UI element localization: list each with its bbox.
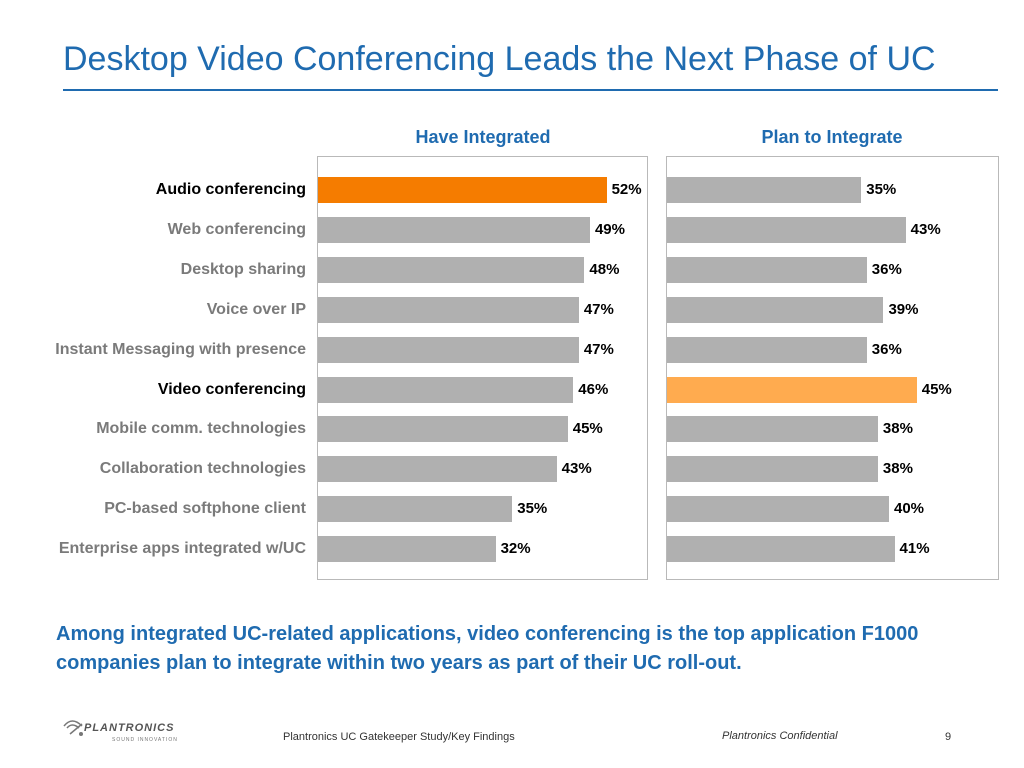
summary-text: Among integrated UC-related applications… bbox=[56, 623, 919, 674]
panel-title-have-integrated: Have Integrated bbox=[415, 127, 551, 147]
data-label: 45% bbox=[921, 380, 952, 398]
data-label: 40% bbox=[894, 500, 925, 518]
data-label: 38% bbox=[882, 460, 913, 478]
data-label: 45% bbox=[572, 420, 603, 438]
bar bbox=[667, 177, 862, 203]
category-label: Audio conferencing bbox=[155, 181, 306, 198]
bar bbox=[667, 536, 895, 563]
data-label: 47% bbox=[583, 340, 614, 358]
data-label: 43% bbox=[910, 220, 941, 238]
bar bbox=[667, 336, 867, 363]
bar bbox=[318, 296, 579, 323]
category-label: PC-based softphone client bbox=[104, 500, 306, 518]
data-label: 39% bbox=[888, 300, 919, 318]
data-label: 41% bbox=[899, 540, 930, 558]
category-label: Desktop sharing bbox=[180, 260, 306, 278]
logo-tagline: SOUND INNOVATION bbox=[112, 737, 178, 743]
category-label: Voice over IP bbox=[206, 300, 306, 318]
plantronics-logo bbox=[63, 720, 83, 736]
data-label: 35% bbox=[517, 500, 548, 518]
category-label: Collaboration technologies bbox=[99, 460, 306, 478]
data-label: 32% bbox=[500, 540, 531, 558]
panel-title-plan-to-integrate: Plan to Integrate bbox=[761, 127, 903, 147]
category-label: Mobile comm. technologies bbox=[96, 420, 306, 438]
bar bbox=[667, 296, 884, 323]
data-label: 47% bbox=[583, 300, 614, 318]
data-label: 46% bbox=[578, 380, 609, 398]
data-label: 49% bbox=[594, 220, 625, 238]
bar bbox=[318, 456, 557, 483]
category-label: Instant Messaging with presence bbox=[55, 340, 306, 358]
data-label: 48% bbox=[589, 260, 620, 278]
bar bbox=[667, 256, 867, 283]
bar bbox=[318, 256, 585, 283]
footer-source: Plantronics UC Gatekeeper Study/Key Find… bbox=[283, 731, 515, 743]
data-label: 38% bbox=[882, 420, 913, 438]
bar bbox=[318, 536, 496, 563]
bar bbox=[318, 336, 579, 363]
logo-text: PLANTRONICS bbox=[84, 722, 175, 734]
bar bbox=[318, 496, 513, 523]
bar bbox=[667, 216, 906, 243]
data-label: 36% bbox=[871, 340, 902, 358]
bar bbox=[318, 216, 590, 243]
page-number: 9 bbox=[945, 731, 952, 743]
bar bbox=[667, 416, 878, 443]
footer-confidential: Plantronics Confidential bbox=[722, 730, 838, 742]
data-label: 35% bbox=[866, 181, 897, 198]
data-label: 36% bbox=[871, 260, 902, 278]
slide-title: Desktop Video Conferencing Leads the Nex… bbox=[63, 40, 936, 78]
bar bbox=[318, 376, 574, 403]
data-label: 52% bbox=[611, 181, 642, 198]
category-label: Video conferencing bbox=[157, 380, 306, 398]
bar bbox=[318, 177, 607, 203]
category-label: Enterprise apps integrated w/UC bbox=[58, 540, 306, 558]
bar bbox=[318, 416, 568, 443]
bar bbox=[667, 456, 878, 483]
data-label: 43% bbox=[561, 460, 592, 478]
bar bbox=[667, 496, 889, 523]
title-divider bbox=[63, 89, 998, 91]
bar bbox=[667, 376, 917, 403]
category-label: Web conferencing bbox=[167, 220, 306, 238]
